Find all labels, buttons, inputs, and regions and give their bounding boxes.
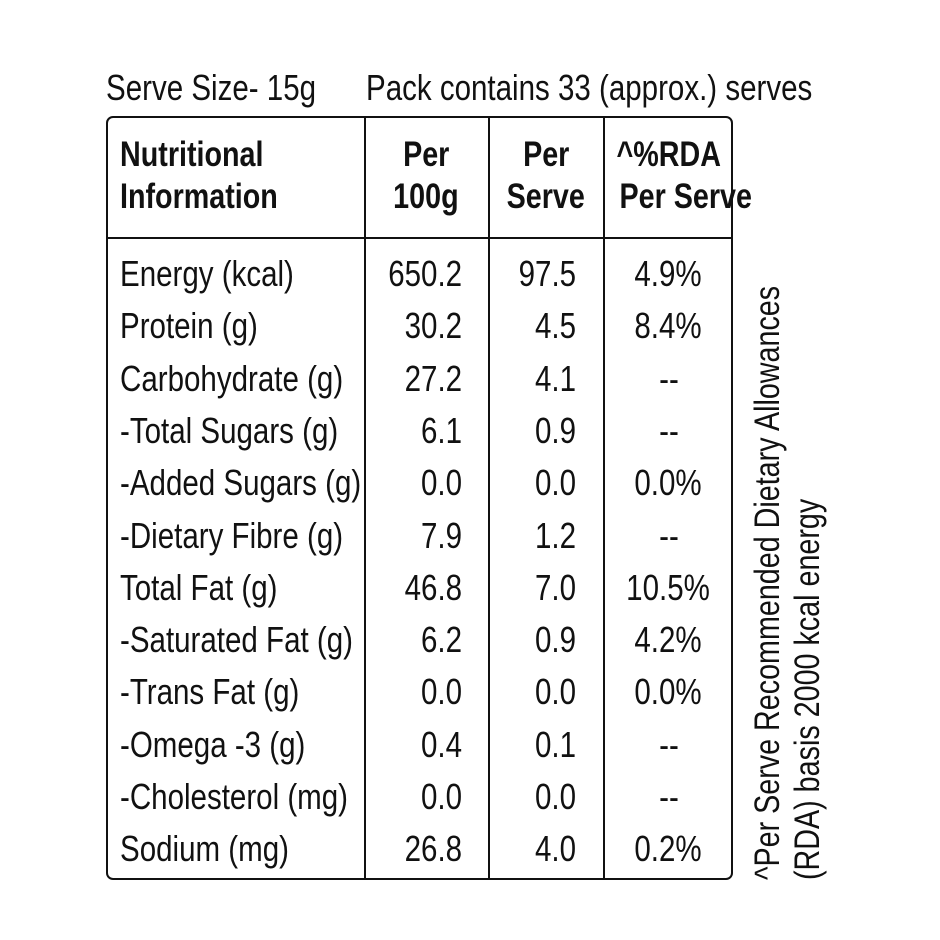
per-serve-value: 0.9 [534, 409, 576, 451]
nutrient-name: -Omega -3 (g) [120, 723, 306, 765]
table-row: -Dietary Fibre (g) 7.9 1.2 -- [108, 510, 731, 562]
per-serve-value: 0.1 [534, 723, 576, 765]
nutrient-name: -Trans Fat (g) [120, 671, 300, 713]
column-divider [488, 118, 490, 878]
nutrient-name: -Added Sugars (g) [120, 462, 362, 504]
per-100g-value: 7.9 [420, 514, 462, 556]
table-row: Protein (g) 30.2 4.5 8.4% [108, 300, 731, 352]
table-row: Total Fat (g) 46.8 7.0 10.5% [108, 562, 731, 614]
nutrient-name: -Total Sugars (g) [120, 409, 339, 451]
per-100g-value: 30.2 [404, 305, 462, 347]
header-per-100g: Per 100g [393, 135, 459, 216]
table-row: Energy (kcal) 650.2 97.5 4.9% [108, 248, 731, 300]
nutrition-table: Nutritional Information Per 100g Per Ser… [106, 116, 752, 880]
table-row: -Total Sugars (g) 6.1 0.9 -- [108, 405, 731, 457]
table-row: -Saturated Fat (g) 6.2 0.9 4.2% [108, 614, 731, 666]
table-row: -Omega -3 (g) 0.4 0.1 -- [108, 719, 731, 771]
nutrient-name: Sodium (mg) [120, 828, 289, 870]
nutrient-name: Carbohydrate (g) [120, 357, 344, 399]
nutrient-name: -Dietary Fibre (g) [120, 514, 344, 556]
nutrient-name: -Saturated Fat (g) [120, 619, 353, 661]
table-row: -Added Sugars (g) 0.0 0.0 0.0% [108, 457, 731, 509]
per-100g-value: 6.1 [420, 409, 462, 451]
per-100g-value: 26.8 [404, 828, 462, 870]
header-rda-per-serve: ^%RDA Per Serve [616, 135, 752, 216]
rda-value: -- [658, 357, 679, 399]
table-row: -Cholesterol (mg) 0.0 0.0 -- [108, 771, 731, 823]
per-serve-value: 97.5 [518, 253, 576, 294]
per-serve-value: 0.0 [534, 671, 576, 713]
per-serve-value: 0.0 [534, 776, 576, 817]
column-divider [603, 118, 605, 878]
per-serve-value: 4.5 [534, 305, 576, 347]
per-100g-value: 650.2 [388, 253, 462, 294]
per-serve-value: 1.2 [534, 514, 576, 556]
table-row: Carbohydrate (g) 27.2 4.1 -- [108, 353, 731, 405]
per-100g-value: 0.0 [420, 462, 462, 504]
serve-size-label: Serve Size- 15g [106, 67, 317, 108]
rda-value: -- [658, 514, 679, 556]
header-divider [108, 237, 731, 239]
rda-value: 10.5% [626, 566, 711, 608]
nutrient-name: Energy (kcal) [120, 253, 294, 294]
per-serve-value: 0.0 [534, 462, 576, 504]
header-per-serve: Per Serve [506, 135, 586, 216]
rda-value: 8.4% [634, 305, 703, 347]
rda-value: -- [658, 723, 679, 765]
table-row: Sodium (mg) 26.8 4.0 0.2% [108, 823, 731, 875]
column-divider [364, 118, 366, 878]
per-serve-value: 0.9 [534, 619, 576, 661]
pack-contains-label: Pack contains 33 (approx.) serves [366, 67, 813, 108]
per-serve-value: 7.0 [534, 566, 576, 608]
rda-value: 4.9% [634, 253, 703, 294]
nutrient-name: -Cholesterol (mg) [120, 776, 349, 817]
table-row: -Trans Fat (g) 0.0 0.0 0.0% [108, 666, 731, 718]
nutrient-name: Protein (g) [120, 305, 258, 347]
per-serve-value: 4.0 [534, 828, 576, 870]
per-100g-value: 0.0 [420, 776, 462, 817]
rda-value: 0.2% [634, 828, 703, 870]
per-100g-value: 6.2 [420, 619, 462, 661]
per-100g-value: 0.4 [420, 723, 462, 765]
rda-footnote: ^Per Serve Recommended Dietary Allowance… [748, 285, 827, 880]
header-nutritional-information: Nutritional Information [120, 135, 278, 216]
per-serve-value: 4.1 [534, 357, 576, 399]
rda-value: 0.0% [634, 671, 703, 713]
rda-value: -- [658, 409, 679, 451]
per-100g-value: 0.0 [420, 671, 462, 713]
rda-value: 0.0% [634, 462, 703, 504]
rda-value: 4.2% [634, 619, 703, 661]
rda-value: -- [658, 776, 679, 817]
nutrient-name: Total Fat (g) [120, 566, 278, 608]
per-100g-value: 46.8 [404, 566, 462, 608]
per-100g-value: 27.2 [404, 357, 462, 399]
